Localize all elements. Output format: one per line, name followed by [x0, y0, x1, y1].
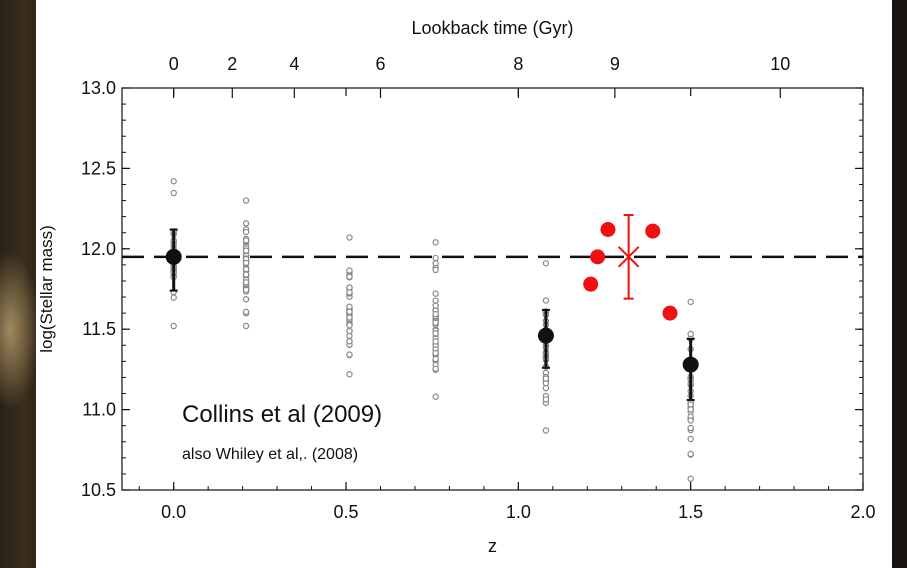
simulation-point — [242, 247, 250, 254]
simulation-point — [346, 327, 353, 335]
simulation-point — [542, 260, 550, 267]
simulation-point — [242, 322, 250, 330]
y-tick-label: 12.5 — [81, 158, 116, 178]
simulation-point — [542, 297, 550, 304]
simulation-point — [432, 393, 439, 400]
y-tick-label: 11.5 — [82, 319, 116, 339]
simulation-point — [242, 279, 250, 286]
simulation-point — [432, 330, 439, 337]
background-glow — [0, 250, 40, 410]
top-tick-label: 6 — [375, 54, 385, 74]
y-tick-label: 12.0 — [81, 239, 116, 259]
y-tick-label: 13.0 — [81, 78, 116, 98]
simulation-point — [687, 298, 694, 306]
simulation-point — [242, 237, 250, 244]
observed-cluster-point — [600, 222, 616, 238]
simulation-point — [242, 228, 250, 236]
simulation-point — [170, 178, 177, 185]
observed-cluster-point — [583, 276, 599, 292]
simulation-point — [687, 424, 694, 432]
simulation-point — [242, 286, 250, 294]
x-tick-label: 0.5 — [334, 502, 359, 522]
top-tick-label: 2 — [227, 54, 237, 74]
simulation-point — [242, 308, 250, 316]
simulation-point — [242, 296, 250, 303]
simulation-point — [346, 314, 353, 321]
secondary-citation-annotation: also Whiley et al,. (2008) — [182, 446, 359, 463]
simulation-point — [432, 319, 439, 326]
top-tick-label: 10 — [770, 54, 790, 74]
simulation-point — [346, 371, 353, 378]
y-tick-label: 11.0 — [82, 400, 116, 420]
simulation-point — [242, 271, 250, 278]
simulation-point — [170, 294, 177, 301]
x-tick-label: 1.5 — [678, 502, 703, 522]
simulation-point — [432, 365, 439, 373]
simulation-point — [687, 475, 694, 482]
simulation-point — [242, 266, 250, 273]
simulation-point — [687, 450, 694, 458]
median-point — [165, 248, 182, 265]
observed-cluster-point — [662, 305, 678, 321]
simulation-point — [346, 308, 353, 315]
simulation-point — [542, 384, 550, 392]
simulation-point — [432, 290, 439, 297]
x-axis-label: z — [488, 536, 497, 556]
top-tick-label: 4 — [289, 54, 299, 74]
simulation-point — [542, 375, 550, 382]
simulation-point — [346, 273, 353, 280]
simulation-point — [687, 417, 694, 424]
simulation-point — [346, 267, 353, 274]
observed-mean-marker — [617, 246, 640, 268]
figure-panel — [36, 0, 892, 568]
simulation-point — [170, 322, 177, 330]
simulation-point — [542, 396, 550, 403]
simulation-point — [346, 289, 353, 296]
simulation-point — [432, 355, 439, 363]
simulation-point — [346, 322, 353, 329]
simulation-point — [432, 266, 439, 274]
simulation-point — [687, 330, 694, 338]
x-tick-label: 1.0 — [506, 502, 531, 522]
simulation-point — [346, 351, 353, 358]
simulation-point — [542, 427, 550, 434]
top-tick-label: 0 — [169, 54, 179, 74]
observed-cluster-point — [645, 223, 661, 239]
simulation-point — [432, 297, 439, 304]
citation-annotation: Collins et al (2009) — [182, 401, 383, 428]
top-tick-label: 9 — [610, 54, 620, 74]
simulation-point — [432, 310, 439, 318]
median-points-layer — [165, 228, 699, 401]
simulation-point — [432, 338, 439, 345]
simulation-point — [242, 220, 250, 227]
x-tick-label: 0.0 — [161, 502, 186, 522]
simulation-point — [687, 435, 694, 443]
simulation-point — [346, 234, 353, 241]
y-tick-label: 10.5 — [81, 480, 116, 500]
simulation-point — [242, 197, 250, 204]
simulation-point — [242, 259, 250, 267]
simulation-point — [432, 254, 439, 262]
simulation-point — [432, 239, 439, 246]
observed-cluster-point — [590, 249, 606, 265]
top-tick-label: 8 — [513, 54, 523, 74]
axes-layer: 0.0 0.5 1.0 1.5 2.0 10.5 11.0 11.5 12.0 12.5 13.0 0… — [81, 54, 876, 522]
simulation-point — [687, 406, 694, 413]
top-axis-label: Lookback time (Gyr) — [411, 18, 573, 38]
simulation-point — [170, 189, 177, 197]
simulation-point — [346, 338, 353, 345]
simulation-point — [432, 349, 439, 357]
plot-frame — [121, 87, 864, 491]
median-point — [537, 327, 554, 344]
observed-points-layer — [583, 214, 678, 321]
x-tick-label: 2.0 — [850, 502, 875, 522]
simulation-point — [432, 260, 439, 267]
y-axis-label: log(Stellar mass) — [37, 225, 56, 353]
simulation-points-layer — [170, 178, 694, 482]
median-point — [682, 356, 699, 373]
